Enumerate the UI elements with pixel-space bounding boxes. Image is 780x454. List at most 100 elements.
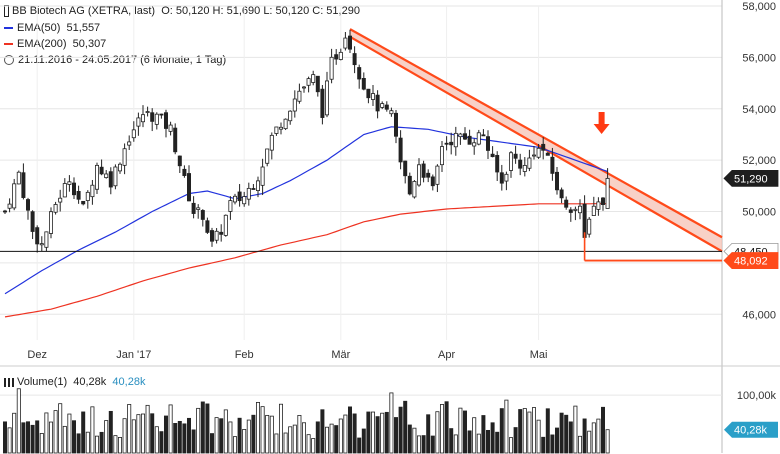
- candle-body: [578, 205, 583, 214]
- candle-body: [338, 51, 343, 60]
- candle-body: [7, 203, 12, 209]
- candle-body: [370, 93, 375, 100]
- x-tick-label: Dez: [27, 349, 47, 361]
- volume-bar: [426, 414, 431, 454]
- volume-bar: [108, 410, 113, 454]
- volume-bar: [315, 421, 320, 454]
- candle-body: [292, 98, 297, 112]
- volume-bar: [366, 411, 371, 454]
- candle-body: [76, 191, 81, 200]
- volume-bar: [504, 399, 509, 454]
- candle-body: [90, 184, 95, 198]
- candle-body: [99, 166, 104, 175]
- candle-body: [186, 173, 191, 202]
- ema200-line-group: [4, 203, 608, 318]
- volume-bar: [532, 407, 537, 454]
- volume-bar: [591, 422, 596, 454]
- candle-body: [357, 67, 362, 80]
- ema200-swatch: [4, 43, 13, 46]
- volume-bar: [251, 414, 256, 454]
- candle-body: [462, 133, 467, 140]
- candle-body: [131, 129, 136, 139]
- x-axis: Dez Jan '17 Feb Mär Apr Mai: [27, 349, 547, 361]
- volume-bar: [150, 413, 155, 454]
- volume-bar: [145, 404, 150, 454]
- volume-bar: [490, 422, 495, 454]
- volume-bar: [458, 407, 463, 454]
- candle-body: [564, 199, 569, 208]
- ema50-line-group: [4, 126, 608, 295]
- volume-bar: [578, 435, 583, 454]
- chart-title: BB Biotech AG (XETRA, last) O: 50,120 H:…: [4, 5, 360, 18]
- volume-bar: [283, 432, 288, 454]
- candle-body: [196, 207, 201, 210]
- candle-body: [278, 126, 283, 130]
- ema200-line: [4, 203, 608, 318]
- volume-panel: 100,00k 40,28k: [0, 388, 778, 454]
- candle-body: [555, 171, 560, 191]
- candle-body: [228, 200, 233, 212]
- candle-body: [223, 214, 228, 236]
- volume-bar: [412, 427, 417, 454]
- candle-body: [527, 157, 532, 169]
- candle-body: [375, 94, 380, 112]
- x-tick-label: Feb: [235, 349, 254, 361]
- volume-bar: [481, 415, 486, 454]
- volume-bar: [462, 410, 467, 454]
- y-tick-label: 46,000: [742, 309, 776, 321]
- volume-bar: [196, 407, 201, 454]
- candle-body: [95, 164, 100, 190]
- volume-bar: [122, 418, 127, 454]
- volume-bar: [449, 428, 454, 454]
- candle-body: [476, 132, 481, 145]
- volume-bar: [191, 429, 196, 454]
- volume-bar: [527, 411, 532, 454]
- candle-body: [426, 172, 431, 178]
- candle-body: [159, 113, 164, 116]
- volume-bar: [7, 427, 12, 454]
- candle-body: [255, 180, 260, 191]
- candle-body: [324, 80, 329, 116]
- candle-body: [242, 196, 247, 205]
- volume-bar: [136, 414, 141, 454]
- candle-body: [453, 132, 458, 148]
- volume-bar: [347, 406, 352, 454]
- volume-bar: [370, 411, 375, 454]
- volume-bar: [407, 424, 412, 454]
- trend-upper-line: [349, 28, 723, 239]
- volume-bar: [495, 431, 500, 454]
- candle-body: [16, 171, 21, 185]
- candle-body: [481, 134, 486, 137]
- volume-bar: [62, 425, 67, 454]
- x-tick-label: Jan '17: [116, 349, 151, 361]
- candle-body: [472, 142, 477, 147]
- volume-bar: [200, 401, 205, 454]
- candle-body: [12, 183, 17, 209]
- candle-body: [49, 211, 54, 234]
- volume-bar: [568, 421, 573, 454]
- candle-body: [118, 163, 123, 172]
- legend-ema50: EMA(50) 51,557: [4, 22, 100, 35]
- candle-body: [127, 141, 132, 146]
- trend-lower-line: [349, 35, 723, 253]
- candle-body: [490, 153, 495, 158]
- volume-bar: [99, 431, 104, 454]
- volume-value-blue: 40,28k: [112, 376, 146, 388]
- volume-label: Volume(1): [17, 376, 68, 388]
- candle-body: [361, 78, 366, 90]
- candle-body: [407, 175, 412, 195]
- price-levels: [0, 112, 722, 262]
- candle-body: [430, 176, 435, 187]
- volume-bar: [375, 416, 380, 454]
- volume-bar: [508, 437, 513, 454]
- legend-volume: Volume(1) 40,28k 40,28k: [4, 376, 145, 389]
- candle-body: [504, 173, 509, 182]
- volume-bar: [384, 411, 389, 454]
- volume-bar: [242, 429, 247, 454]
- candle-body: [265, 148, 270, 164]
- volume-bar: [260, 406, 265, 454]
- volume-bar: [476, 433, 481, 454]
